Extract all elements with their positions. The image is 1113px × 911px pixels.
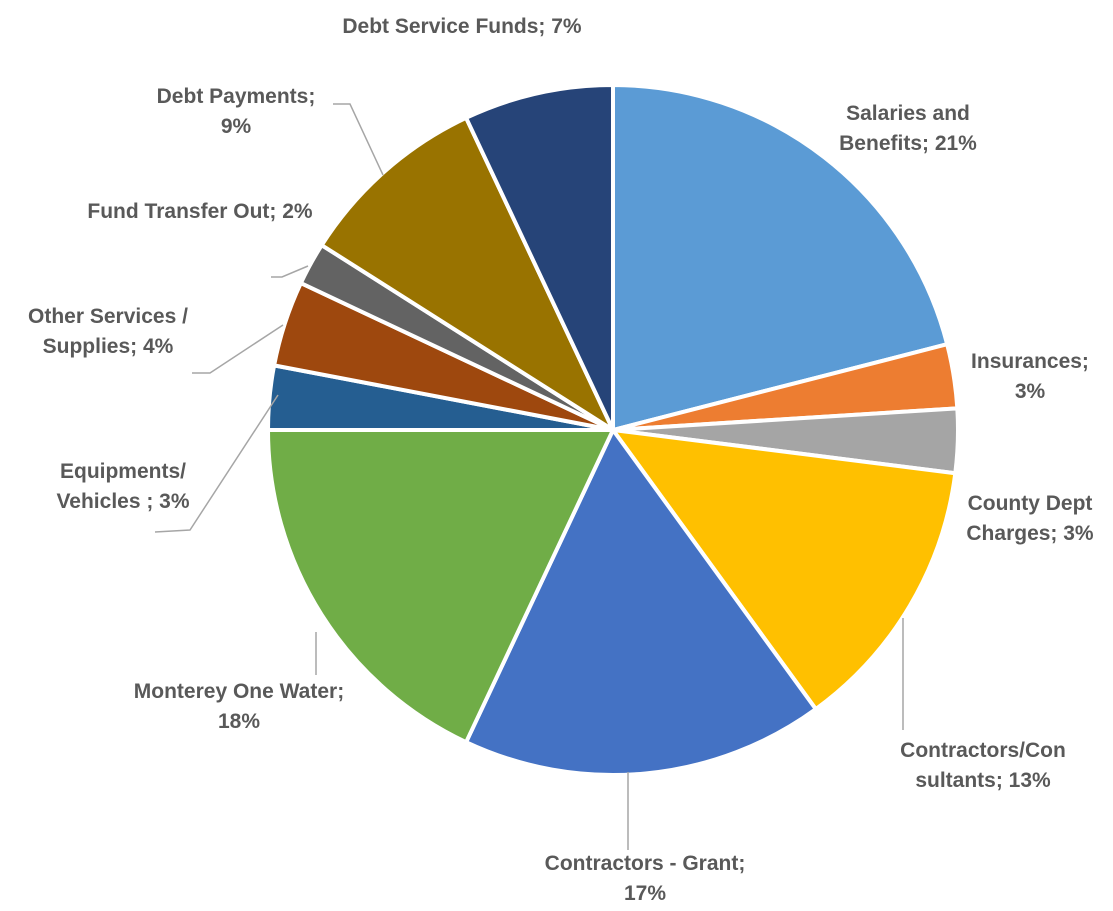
leader-line-fund-transfer-out [271, 265, 309, 278]
data-label-contractors-consultants: Contractors/Con sultants; 13% [900, 739, 1066, 792]
data-label-debt-service-funds: Debt Service Funds; 7% [342, 15, 582, 38]
pie-slice-debt-service-funds [464, 83, 615, 432]
pie-slice-contractors-grant [464, 428, 818, 777]
data-label-fund-transfer-out: Fund Transfer Out; 2% [87, 200, 313, 223]
data-label-equipments-vehicles: Equipments/Vehicles ; 3% [56, 460, 189, 513]
pie-slice-monterey-one-water [266, 428, 615, 745]
pie-slice-contractors-consultants [611, 428, 958, 712]
pie-slice-debt-payments [319, 115, 615, 432]
data-label-salaries-and-benefits: Salaries and Benefits; 21% [839, 102, 977, 155]
data-label-contractors-grant: Contractors - Grant; 17% [545, 852, 746, 905]
data-label-insurances: Insurances; 3% [971, 350, 1089, 403]
pie-slice-salaries-and-benefits [611, 83, 950, 432]
data-label-debt-payments: Debt Payments; 9% [157, 85, 316, 138]
leader-line-equipments-vehicles [154, 394, 279, 533]
data-label-monterey-one-water: Monterey One Water; 18% [134, 680, 344, 733]
data-label-other-services-supplies: Other Services / Supplies; 4% [28, 305, 188, 358]
leader-line-debt-payments [333, 103, 384, 176]
data-label-county-dept-charges: County Dept Charges; 3% [966, 492, 1094, 545]
leader-line-other-services-supplies [192, 324, 284, 374]
